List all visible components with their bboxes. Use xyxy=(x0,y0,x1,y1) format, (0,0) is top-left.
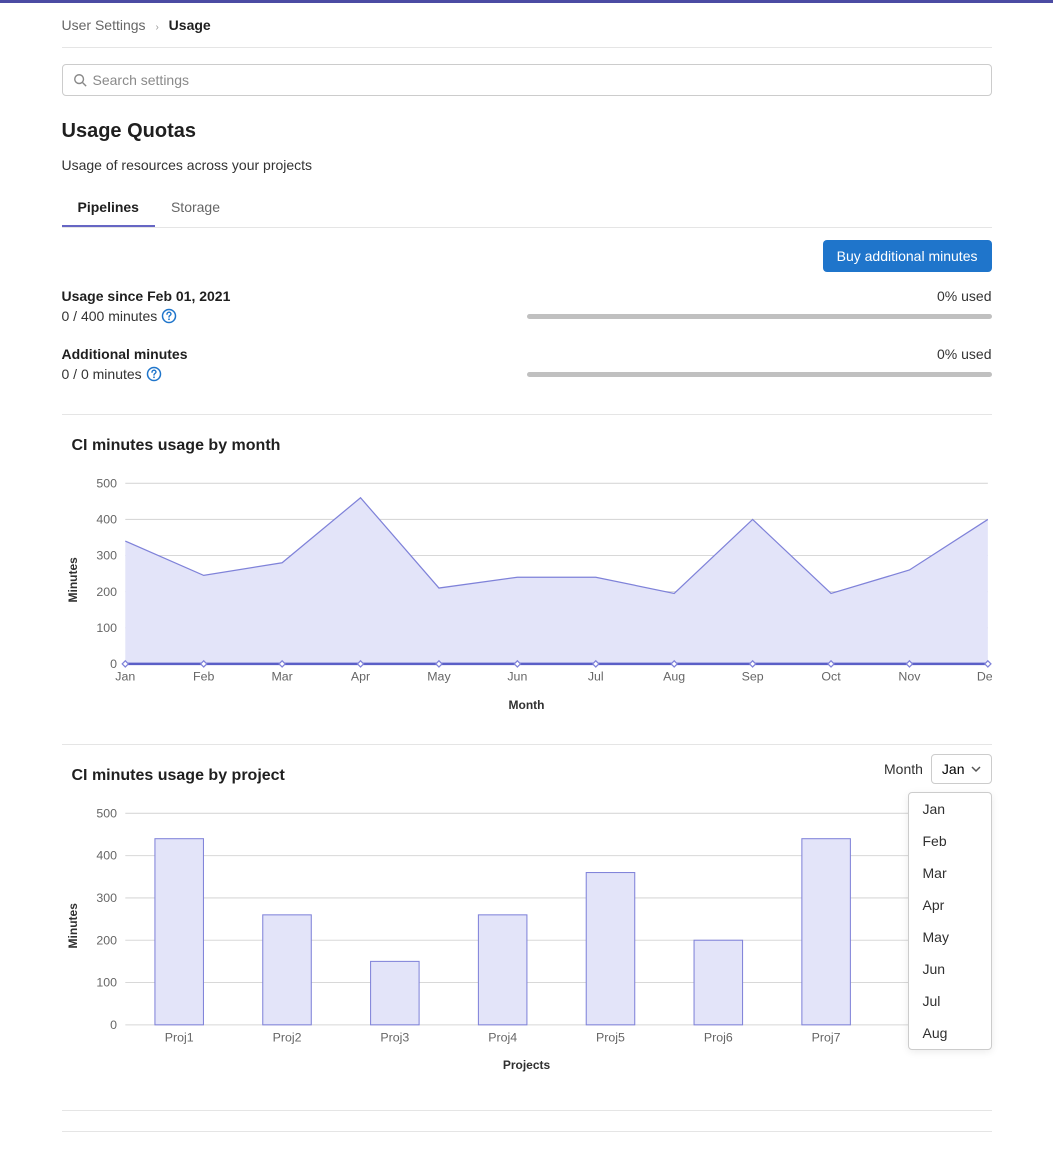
month-option-jun[interactable]: Jun xyxy=(909,953,991,985)
svg-text:Jan: Jan xyxy=(115,669,135,683)
additional-minutes-detail: 0 / 0 minutes xyxy=(62,366,142,382)
breadcrumb-separator: › xyxy=(155,22,158,33)
page-subtitle: Usage of resources across your projects xyxy=(62,157,992,173)
month-dropdown-list: JanFebMarAprMayJunJulAug xyxy=(908,792,992,1050)
svg-text:300: 300 xyxy=(96,891,117,905)
usage-since-pct: 0% used xyxy=(527,288,992,304)
svg-text:300: 300 xyxy=(96,549,117,563)
divider xyxy=(62,1131,992,1132)
svg-text:Proj2: Proj2 xyxy=(272,1030,301,1044)
divider xyxy=(62,1110,992,1111)
project-chart-xlabel: Projects xyxy=(62,1048,992,1090)
svg-text:Jun: Jun xyxy=(507,669,527,683)
search-input[interactable] xyxy=(93,72,981,88)
month-chart-title: CI minutes usage by month xyxy=(62,415,992,463)
project-chart-title: CI minutes usage by project xyxy=(62,745,285,793)
svg-text:200: 200 xyxy=(96,585,117,599)
svg-text:400: 400 xyxy=(96,848,117,862)
svg-text:Proj6: Proj6 xyxy=(703,1030,732,1044)
svg-text:Dec: Dec xyxy=(976,669,991,683)
help-icon[interactable] xyxy=(161,308,177,324)
project-chart-ylabel: Minutes xyxy=(62,803,84,1048)
svg-text:Aug: Aug xyxy=(663,669,685,683)
svg-text:Jul: Jul xyxy=(587,669,603,683)
svg-text:0: 0 xyxy=(110,1017,117,1031)
month-option-jul[interactable]: Jul xyxy=(909,985,991,1017)
month-picker-label: Month xyxy=(884,761,923,777)
svg-text:Proj4: Proj4 xyxy=(488,1030,517,1044)
month-option-aug[interactable]: Aug xyxy=(909,1017,991,1049)
svg-text:500: 500 xyxy=(96,476,117,490)
additional-minutes-title: Additional minutes xyxy=(62,346,527,362)
svg-text:400: 400 xyxy=(96,513,117,527)
tabs: PipelinesStorage xyxy=(62,189,992,228)
month-dropdown-selected: Jan xyxy=(942,761,965,777)
breadcrumb-parent[interactable]: User Settings xyxy=(62,17,146,33)
svg-text:200: 200 xyxy=(96,933,117,947)
tab-pipelines[interactable]: Pipelines xyxy=(62,189,155,227)
month-chart-ylabel: Minutes xyxy=(62,473,84,688)
month-option-mar[interactable]: Mar xyxy=(909,857,991,889)
buy-minutes-button[interactable]: Buy additional minutes xyxy=(823,240,992,272)
project-chart: 0 100 200 300 400 500 Proj1 Proj2 Proj3 Proj4 Proj… xyxy=(84,803,992,1048)
usage-since-title: Usage since Feb 01, 2021 xyxy=(62,288,527,304)
search-input-wrap[interactable] xyxy=(62,64,992,96)
svg-text:Proj1: Proj1 xyxy=(164,1030,193,1044)
breadcrumb: User Settings › Usage xyxy=(62,3,992,47)
svg-text:Sep: Sep xyxy=(741,669,763,683)
usage-since-bar xyxy=(527,314,992,319)
svg-text:Oct: Oct xyxy=(821,669,841,683)
additional-minutes-bar xyxy=(527,372,992,377)
additional-minutes-pct: 0% used xyxy=(527,346,992,362)
svg-text:Proj5: Proj5 xyxy=(596,1030,625,1044)
breadcrumb-current: Usage xyxy=(169,17,211,33)
svg-text:Apr: Apr xyxy=(350,669,369,683)
month-option-jan[interactable]: Jan xyxy=(909,793,991,825)
svg-text:Mar: Mar xyxy=(271,669,292,683)
svg-text:100: 100 xyxy=(96,621,117,635)
month-chart-xlabel: Month xyxy=(62,688,992,730)
svg-text:Feb: Feb xyxy=(193,669,214,683)
help-icon[interactable] xyxy=(146,366,162,382)
search-icon xyxy=(73,73,87,87)
month-chart: 0100200300400500JanFebMarAprMayJunJulAug… xyxy=(84,473,992,688)
svg-text:Proj3: Proj3 xyxy=(380,1030,409,1044)
svg-text:Nov: Nov xyxy=(898,669,921,683)
month-dropdown-button[interactable]: Jan xyxy=(931,754,992,784)
month-option-feb[interactable]: Feb xyxy=(909,825,991,857)
month-option-may[interactable]: May xyxy=(909,921,991,953)
chevron-down-icon xyxy=(971,764,981,774)
usage-since-detail: 0 / 400 minutes xyxy=(62,308,158,324)
svg-text:100: 100 xyxy=(96,975,117,989)
tab-storage[interactable]: Storage xyxy=(155,189,236,227)
month-option-apr[interactable]: Apr xyxy=(909,889,991,921)
svg-text:500: 500 xyxy=(96,806,117,820)
page-title: Usage Quotas xyxy=(62,120,992,143)
svg-text:Proj7: Proj7 xyxy=(811,1030,840,1044)
svg-text:May: May xyxy=(427,669,451,683)
